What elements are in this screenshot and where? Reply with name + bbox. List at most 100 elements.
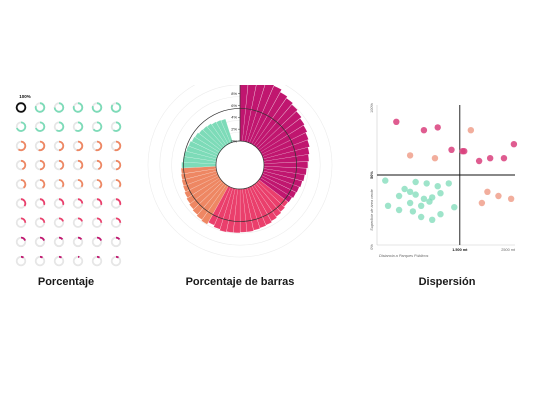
ring-value	[16, 121, 27, 132]
ring-value	[39, 255, 44, 259]
scatter-point	[384, 202, 392, 209]
percentage-chart: 100%	[0, 90, 135, 290]
ring-track	[15, 255, 27, 267]
ring-value	[77, 217, 83, 222]
ring-value	[58, 140, 65, 152]
tick-label: 6%	[231, 103, 237, 108]
ring-value	[58, 236, 64, 240]
ring-value	[58, 217, 64, 222]
ring-value	[76, 140, 84, 152]
scatter-point	[412, 178, 419, 186]
ring-value	[114, 140, 122, 152]
x-right-label: 2500 mt	[501, 248, 516, 252]
scatter-point	[417, 213, 425, 221]
scatter-point	[409, 208, 417, 215]
scatter-point	[382, 177, 389, 184]
ring-value	[39, 179, 46, 189]
ring-value	[58, 159, 65, 171]
tick-label: 8%	[231, 91, 237, 96]
ring-value	[95, 140, 103, 152]
ring-value	[115, 179, 122, 188]
scatter-point	[445, 180, 452, 187]
bar-percentage-caption: Porcentaje de barras	[185, 276, 295, 288]
ring-track	[15, 236, 27, 248]
scatter-point	[437, 190, 444, 197]
scatter-point	[434, 124, 441, 131]
ring-value	[39, 159, 46, 171]
ring-track	[34, 255, 46, 267]
ring-value	[20, 198, 27, 207]
ring-value	[20, 255, 25, 259]
ring-value	[20, 236, 26, 241]
scatter-point	[395, 192, 403, 200]
ring-value	[96, 255, 101, 259]
ring-value	[96, 217, 103, 223]
scatter-point	[437, 211, 444, 218]
ring-track	[91, 255, 103, 267]
ring-value	[115, 198, 122, 206]
scatter-point	[417, 202, 425, 209]
ring-value	[115, 217, 122, 223]
ring-value	[53, 102, 65, 113]
ring-value	[72, 102, 84, 113]
percentage-caption: Porcentaje	[37, 276, 95, 288]
ring-track	[110, 255, 122, 267]
ring-value	[96, 198, 103, 206]
x-mid-label: 1.500 mt	[452, 248, 468, 252]
scatter-svg: 100% 50% 0% Superficie de área verde 1.500 m…	[370, 103, 518, 258]
scatter-point	[429, 216, 436, 223]
ring-value	[55, 121, 65, 132]
scatter-point	[510, 141, 518, 148]
ring-value	[20, 179, 27, 189]
ring-value	[34, 102, 46, 113]
y-axis-label: Superficie de área verde	[370, 189, 374, 230]
ring-value	[91, 102, 103, 113]
ring-value	[115, 255, 120, 259]
ring-value	[77, 236, 83, 240]
y-mid-label: 50%	[370, 171, 374, 179]
scatter-point	[393, 118, 400, 125]
ring-value	[77, 179, 84, 188]
ring-track	[72, 255, 84, 267]
tick-label: 0%	[231, 138, 237, 143]
ring-value	[110, 102, 122, 113]
scatter-point	[431, 155, 439, 162]
ring-value	[96, 159, 103, 171]
ring-value	[39, 217, 46, 223]
ring-value	[115, 159, 122, 171]
ring-track	[91, 236, 103, 248]
scatter-point	[406, 199, 414, 207]
scatter-point	[420, 127, 428, 134]
ring-track	[34, 236, 46, 248]
ring-value	[74, 121, 84, 132]
scatter-chart: 100% 50% 0% Superficie de área verde 1.500 m…	[355, 95, 530, 265]
percentage-rings-svg: 100%	[15, 94, 122, 267]
ring-value	[96, 179, 103, 189]
x-axis-label: Distancia a Parques Públicos	[379, 254, 428, 258]
ring-value	[58, 198, 65, 206]
ring-value	[58, 179, 65, 188]
scatter-point	[423, 180, 430, 187]
scatter-point	[451, 204, 458, 211]
ring-value	[17, 140, 27, 152]
scatter-point	[429, 194, 436, 201]
ring-value	[112, 121, 122, 132]
bar-percentage-chart: 12%10%8%6%4%2%0%	[140, 67, 340, 285]
scatter-point	[486, 155, 494, 162]
y-top-label: 100%	[370, 103, 374, 113]
scatter-point	[467, 127, 475, 134]
ring-value	[38, 140, 46, 152]
ring-value	[77, 198, 84, 204]
scatter-point	[448, 146, 455, 153]
ring-value	[15, 102, 27, 113]
scatter-point	[401, 185, 408, 193]
ring-value	[35, 121, 46, 132]
scatter-caption: Dispersión	[418, 276, 476, 288]
tick-label: 4%	[231, 115, 237, 120]
tick-label: 2%	[231, 127, 237, 132]
scatter-point	[461, 148, 468, 155]
ring-value	[96, 236, 102, 241]
ring-value	[77, 159, 84, 170]
scatter-point	[434, 183, 441, 190]
ring-value	[39, 198, 46, 206]
